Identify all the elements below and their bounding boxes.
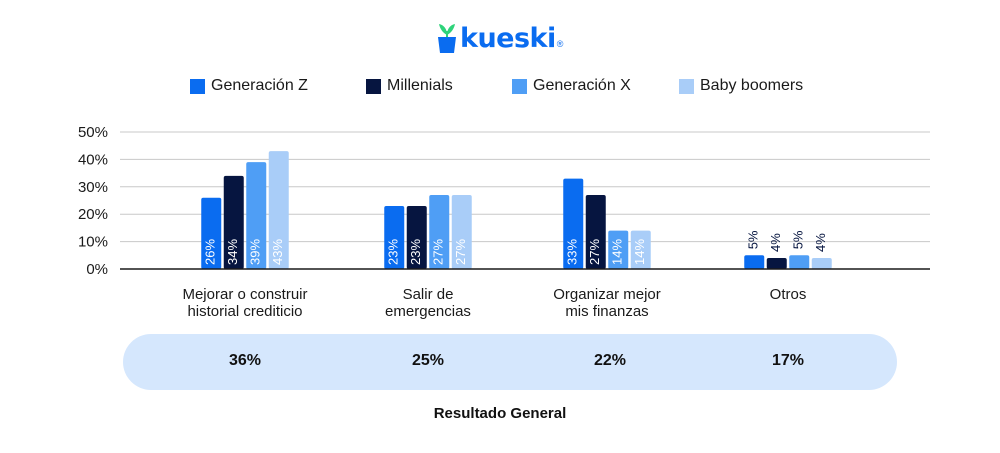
bar	[246, 162, 267, 269]
category-label: historial crediticio	[187, 303, 302, 320]
bar	[811, 258, 832, 269]
legend-label: Generación X	[533, 77, 631, 94]
bar	[429, 195, 450, 269]
data-label: 23%	[408, 239, 423, 265]
y-tick-label: 10%	[78, 234, 108, 251]
data-label: 5%	[746, 230, 761, 249]
legend-swatch	[190, 78, 205, 94]
data-label: 43%	[270, 239, 285, 265]
category-label: Salir de	[403, 286, 454, 303]
category-label: Organizar mejor	[553, 286, 661, 303]
bar	[451, 195, 472, 269]
data-label: 5%	[791, 230, 806, 249]
data-label: 27%	[431, 239, 446, 265]
legend-label: Millenials	[387, 77, 453, 94]
y-tick-label: 30%	[78, 179, 108, 196]
bar	[384, 205, 405, 269]
legend-item-gen-x: Generación X	[512, 76, 631, 96]
category-label: Mejorar o construir	[182, 286, 307, 303]
data-label: 33%	[565, 239, 580, 265]
data-label: 14%	[610, 239, 625, 265]
legend-swatch	[679, 78, 694, 94]
plant-pot-icon	[438, 24, 456, 53]
bar	[789, 255, 810, 269]
data-label: 14%	[632, 239, 647, 265]
summary-value: 36%	[228, 352, 262, 369]
summary-value: 22%	[593, 352, 627, 369]
y-tick-label: 50%	[78, 124, 108, 141]
y-tick-label: 20%	[78, 206, 108, 223]
brand-name: kueski	[460, 22, 556, 54]
data-label: 27%	[587, 239, 602, 265]
summary-value: 17%	[771, 352, 805, 369]
legend-label: Generación Z	[211, 77, 308, 94]
bar	[766, 258, 787, 269]
bar	[201, 197, 222, 269]
bar	[744, 255, 765, 269]
category-label: Otros	[770, 286, 807, 303]
category-label: mis finanzas	[565, 303, 648, 320]
data-label: 4%	[813, 233, 828, 252]
bar	[608, 230, 629, 269]
data-label: 23%	[386, 239, 401, 265]
summary-value: 25%	[411, 352, 445, 369]
summary-title: Resultado General	[433, 405, 567, 422]
data-label: 4%	[768, 233, 783, 252]
bar	[563, 178, 584, 269]
bar	[223, 175, 244, 269]
category-label: emergencias	[385, 303, 471, 320]
bar	[630, 230, 651, 269]
summary-bar	[123, 334, 897, 390]
data-label: 26%	[203, 239, 218, 265]
y-tick-label: 40%	[78, 151, 108, 168]
legend-item-gen-z: Generación Z	[190, 76, 308, 96]
y-tick-label: 0%	[86, 261, 108, 278]
legend-label: Baby boomers	[700, 77, 804, 94]
legend-swatch	[512, 78, 527, 94]
legend-item-baby-boomers: Baby boomers	[679, 76, 803, 96]
kueski-logo: kueski ®	[436, 20, 563, 56]
legend-swatch	[366, 78, 381, 94]
bar	[585, 195, 606, 269]
bar	[268, 151, 289, 269]
brand-registered-mark: ®	[556, 39, 564, 49]
bar-chart: 0% 10% 20% 30% 40% 50% 26% 34% 39% 43% Mejorar o c…	[78, 124, 930, 320]
data-label: 27%	[453, 239, 468, 265]
data-label: 39%	[248, 239, 263, 265]
legend-item-millenials: Millenials	[366, 76, 453, 96]
bar	[406, 205, 427, 269]
data-label: 34%	[225, 239, 240, 265]
